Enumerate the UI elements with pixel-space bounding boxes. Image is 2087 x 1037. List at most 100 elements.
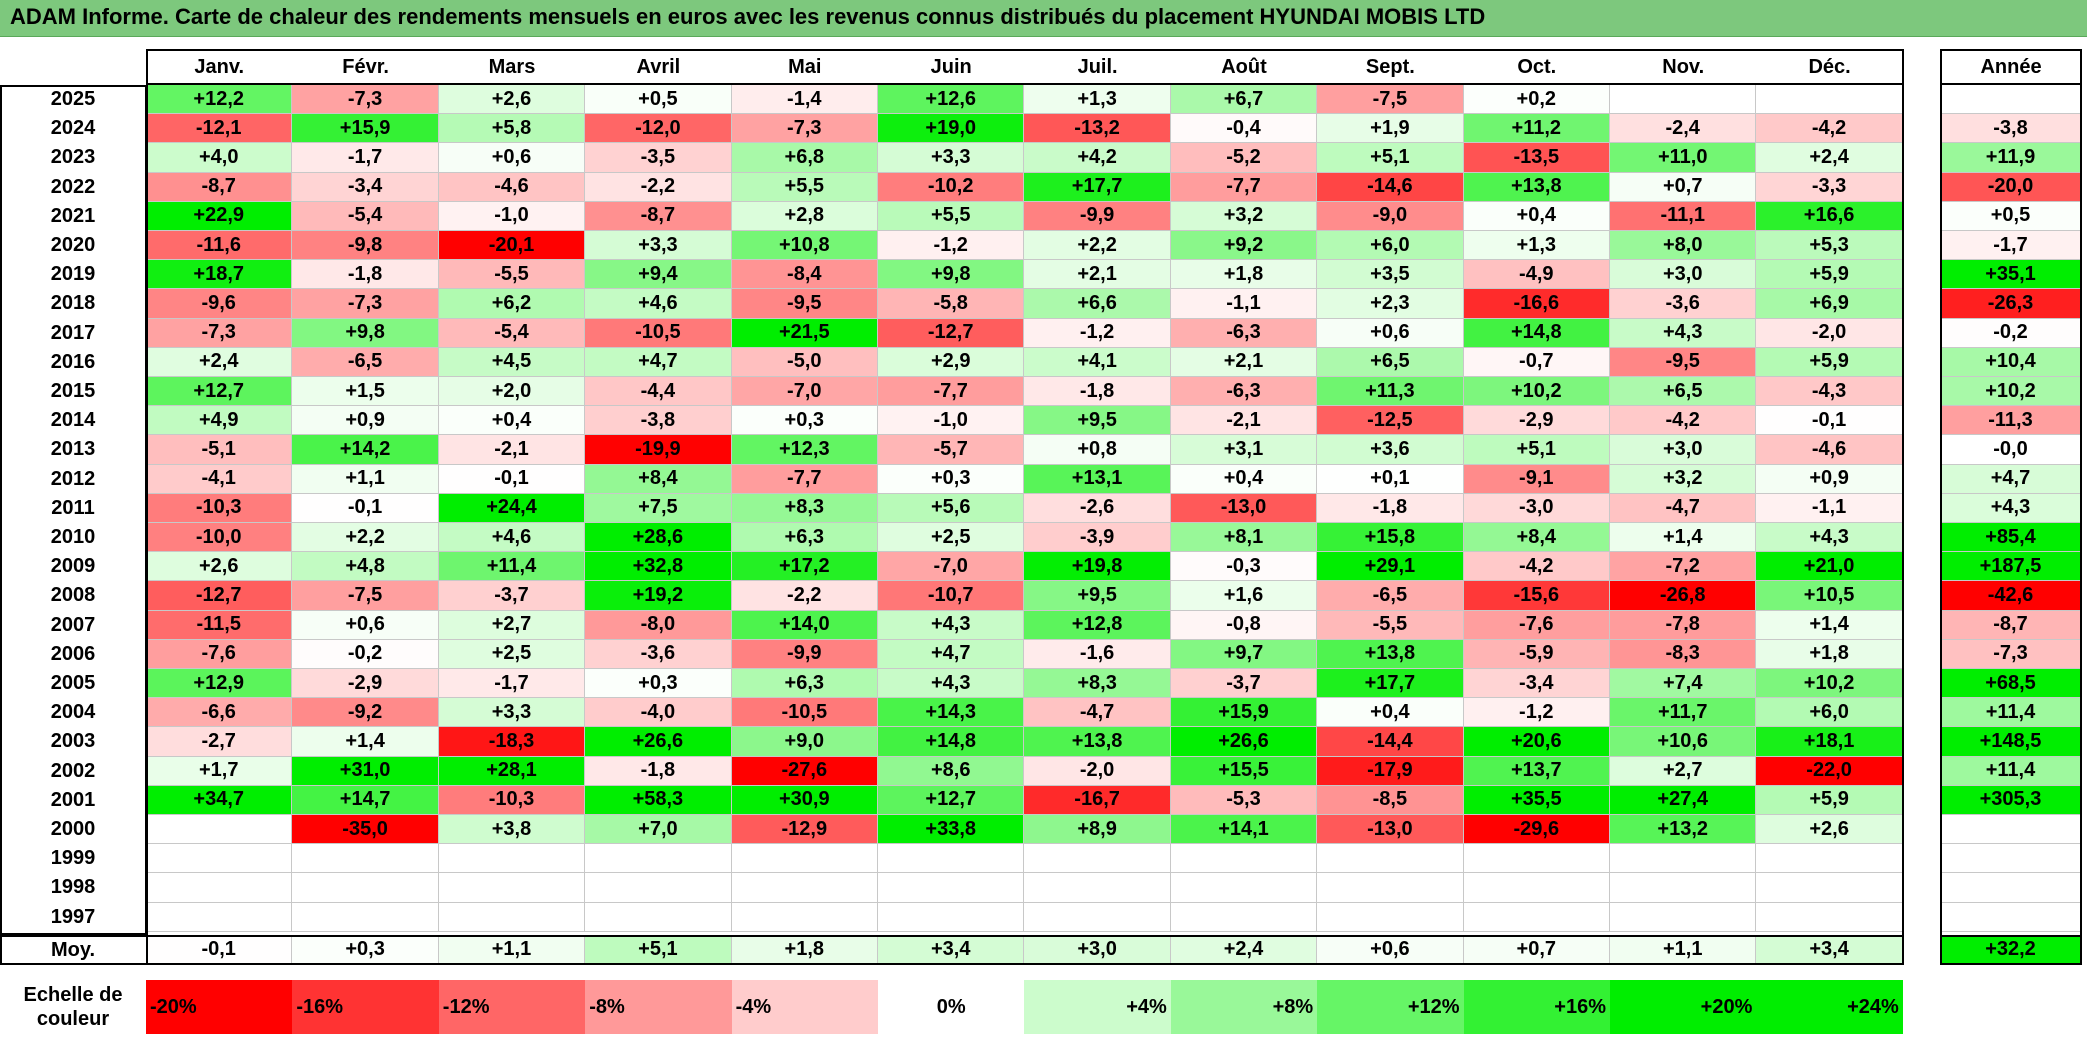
heatmap-cell: -12,5 [1317,406,1464,436]
heatmap-cell: +10,2 [1756,669,1903,699]
heatmap-cell [1463,873,1610,903]
heatmap-cell: +8,4 [585,464,732,494]
year-label: 2003 [50,730,96,753]
year-label: 2002 [50,759,96,782]
heatmap-cell: +12,2 [146,85,293,115]
heatmap-cell: +12,9 [146,669,293,699]
heatmap-cell: -1,7 [438,669,586,699]
month-header: Avril [636,55,681,78]
heatmap-cell: +4,3 [878,610,1025,640]
heatmap-cell: -1,8 [1024,377,1171,407]
heatmap-cell: -5,0 [731,347,878,377]
heatmap-cell: +2,3 [1317,289,1464,319]
year-label: 2008 [50,584,96,607]
heatmap-cell [585,873,732,903]
heatmap-cell [146,844,293,874]
heatmap-cell: +12,8 [1024,610,1171,640]
scale-swatch: +8% [1170,980,1318,1034]
heatmap-cell: +24,4 [438,493,586,523]
heatmap-cell: -10,0 [146,523,293,553]
heatmap-cell: +12,7 [878,785,1025,815]
heatmap-cell: +22,9 [146,201,293,231]
scale-label: Echelle de couleur [23,984,123,1030]
heatmap-cell: +5,5 [731,172,878,202]
heatmap-cell: -7,3 [292,289,439,319]
scale-swatch: +24% [1756,980,1903,1034]
heatmap-cell: +0,2 [1463,85,1610,115]
heatmap-cell: +4,1 [1024,347,1171,377]
heatmap-cell: +6,0 [1756,698,1903,728]
heatmap-cell: +6,7 [1170,85,1318,115]
heatmap-cell [1756,844,1903,874]
heatmap-cell: +14,8 [1463,318,1610,348]
heatmap-cell: +3,3 [878,143,1025,173]
heatmap-cell: -2,2 [585,172,732,202]
heatmap-cell: -1,8 [1317,493,1464,523]
heatmap-cell: +18,1 [1756,727,1903,757]
heatmap-cell: -16,6 [1463,289,1610,319]
heatmap-cell: +8,9 [1024,815,1171,845]
heatmap-cell: +1,9 [1317,114,1464,144]
heatmap-cell: -10,3 [146,493,293,523]
heatmap-cell: -4,1 [146,464,293,494]
month-header: Oct. [1517,55,1557,78]
heatmap-cell: -5,8 [878,289,1025,319]
heatmap-cell: -14,6 [1317,172,1464,202]
heatmap-cell [146,873,293,903]
heatmap-cell: +3,3 [438,698,586,728]
heatmap-cell: -5,5 [438,260,586,290]
heatmap-cell: +4,9 [146,406,293,436]
heatmap-cell [1024,873,1171,903]
heatmap-cell: -9,9 [1024,201,1171,231]
heatmap-cell: +26,6 [585,727,732,757]
heatmap-cell: -3,5 [585,143,732,173]
heatmap-cell: +21,5 [731,318,878,348]
heatmap-cell: +2,8 [731,201,878,231]
heatmap-cell: -4,7 [1610,493,1757,523]
heatmap-cell: +5,9 [1756,260,1903,290]
heatmap-cell [146,902,293,932]
heatmap-cell: +2,4 [1756,143,1903,173]
heatmap-cell: +3,1 [1170,435,1318,465]
heatmap-cell: -7,7 [731,464,878,494]
heatmap-cell: +4,3 [1756,523,1903,553]
heatmap-cell: +0,4 [1317,698,1464,728]
heatmap-cell: -4,2 [1463,552,1610,582]
heatmap-cell: -9,1 [1463,464,1610,494]
heatmap-cell: +2,5 [438,639,586,669]
heatmap-cell: +0,4 [1170,464,1318,494]
heatmap-cell: +0,3 [878,464,1025,494]
heatmap-cell: +2,0 [438,377,586,407]
annual-cell: -26,3 [1940,289,2082,319]
heatmap-cell: -9,2 [292,698,439,728]
heatmap-cell: +6,9 [1756,289,1903,319]
heatmap-cell: -7,5 [292,581,439,611]
heatmap-cell: +10,6 [1610,727,1757,757]
heatmap-cell: +21,0 [1756,552,1903,582]
heatmap-cell: +2,1 [1170,347,1318,377]
heatmap-cell: +2,6 [438,85,586,115]
heatmap-cell: -6,6 [146,698,293,728]
heatmap-cell: -4,3 [1756,377,1903,407]
heatmap-cell: +0,9 [292,406,439,436]
heatmap-cell: -2,0 [1756,318,1903,348]
heatmap-cell [731,873,878,903]
heatmap-cell: -2,6 [1024,493,1171,523]
heatmap-cell: +2,4 [146,347,293,377]
chart-title: ADAM Informe. Carte de chaleur des rende… [10,4,1486,29]
heatmap-cell: +3,6 [1317,435,1464,465]
heatmap-cell [1463,902,1610,932]
heatmap-cell: -1,4 [731,85,878,115]
heatmap-cell: +29,1 [1317,552,1464,582]
heatmap-cell [292,873,439,903]
heatmap-cell: +6,0 [1317,231,1464,261]
heatmap-cell [1756,85,1903,115]
heatmap-cell: +34,7 [146,785,293,815]
heatmap-cell: -7,6 [1463,610,1610,640]
heatmap-cell: +5,6 [878,493,1025,523]
heatmap-cell: +5,1 [1463,435,1610,465]
heatmap-cell: +3,0 [1610,435,1757,465]
heatmap-cell: -3,8 [585,406,732,436]
heatmap-cell: -2,4 [1610,114,1757,144]
heatmap-cell: +9,7 [1170,639,1318,669]
